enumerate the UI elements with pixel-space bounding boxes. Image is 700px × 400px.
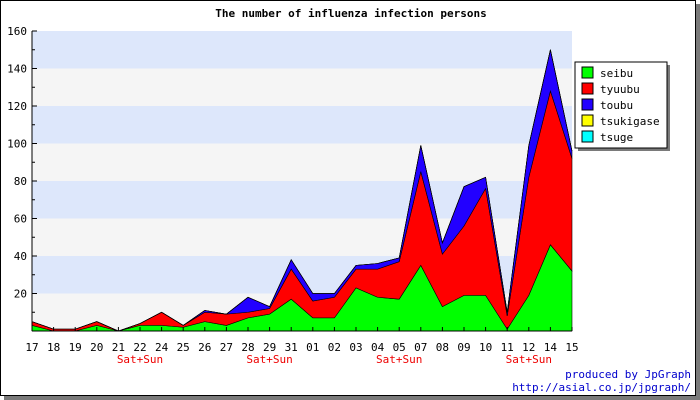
- x-tick-label: 02: [328, 341, 341, 354]
- legend-label-tsuge: tsuge: [600, 131, 633, 144]
- weekend-label: Sat+Sun: [376, 353, 422, 366]
- x-axis-tick-labels: 17 18 19 20 21 22 24 25 26 27 28 29 31 01 02 03 04 05 07 08…: [25, 341, 578, 354]
- x-tick-label: 05: [393, 341, 406, 354]
- x-tick-label: 03: [349, 341, 362, 354]
- x-tick-label: 17: [25, 341, 38, 354]
- axes: [31, 30, 573, 332]
- x-tick-label: 18: [47, 341, 60, 354]
- x-tick-label: 01: [306, 341, 319, 354]
- x-tick-label: 27: [220, 341, 233, 354]
- weekend-label: Sat+Sun: [117, 353, 163, 366]
- x-tick-label: 22: [133, 341, 146, 354]
- chart-title: The number of influenza infection person…: [215, 7, 487, 20]
- weekend-labels: Sat+Sun Sat+Sun Sat+Sun Sat+Sun: [117, 353, 552, 366]
- legend: seibu tyuubu toubu tsukigase tsuge: [574, 61, 670, 151]
- x-tick-label: 31: [285, 341, 298, 354]
- x-tick-label: 24: [155, 341, 169, 354]
- influenza-area-chart: The number of influenza infection person…: [7, 7, 691, 394]
- plot-band: [32, 31, 572, 69]
- credit-line-2: http://asial.co.jp/jpgraph/: [512, 381, 691, 394]
- y-tick-label: 120: [7, 100, 27, 113]
- x-tick-label: 08: [436, 341, 449, 354]
- legend-label-tukigase: tsukigase: [600, 115, 660, 128]
- legend-label-tyuubu: tyuubu: [600, 83, 640, 96]
- plot-band: [32, 106, 572, 144]
- x-tick-label: 09: [457, 341, 470, 354]
- x-tick-label: 29: [263, 341, 276, 354]
- legend-swatch-toubu: [581, 98, 594, 111]
- x-tick-label: 19: [69, 341, 82, 354]
- credit-line-1: produced by JpGraph: [565, 368, 691, 381]
- y-tick-label: 20: [14, 288, 27, 301]
- y-tick-label: 80: [14, 175, 27, 188]
- weekend-label: Sat+Sun: [506, 353, 552, 366]
- y-tick-label: 160: [7, 25, 27, 38]
- legend-swatch-tukigase: [581, 114, 594, 127]
- y-tick-label: 40: [14, 250, 27, 263]
- legend-swatch-tyuubu: [581, 82, 594, 95]
- legend-swatch-seibu: [581, 66, 594, 79]
- y-axis-tick-labels: 20 40 60 80 100 120 140 160: [7, 25, 27, 301]
- area-tsuge: [31, 49, 573, 332]
- x-tick-label: 11: [501, 341, 514, 354]
- x-tick-label: 15: [565, 341, 578, 354]
- legend-label-seibu: seibu: [600, 67, 633, 80]
- plot-band: [32, 68, 572, 106]
- y-tick-label: 60: [14, 213, 27, 226]
- y-tick-label: 140: [7, 63, 27, 76]
- x-tick-label: 21: [112, 341, 125, 354]
- x-tick-label: 10: [479, 341, 492, 354]
- x-tick-label: 25: [177, 341, 190, 354]
- x-tick-label: 26: [198, 341, 211, 354]
- x-tick-label: 28: [241, 341, 254, 354]
- plot-band: [32, 143, 572, 181]
- x-tick-label: 14: [544, 341, 558, 354]
- y-tick-label: 100: [7, 138, 27, 151]
- x-tick-label: 07: [414, 341, 427, 354]
- x-tick-label: 12: [522, 341, 535, 354]
- x-tick-label: 04: [371, 341, 385, 354]
- weekend-label: Sat+Sun: [246, 353, 292, 366]
- legend-label-toubu: toubu: [600, 99, 633, 112]
- legend-swatch-tsuge: [581, 130, 594, 143]
- x-tick-label: 20: [90, 341, 103, 354]
